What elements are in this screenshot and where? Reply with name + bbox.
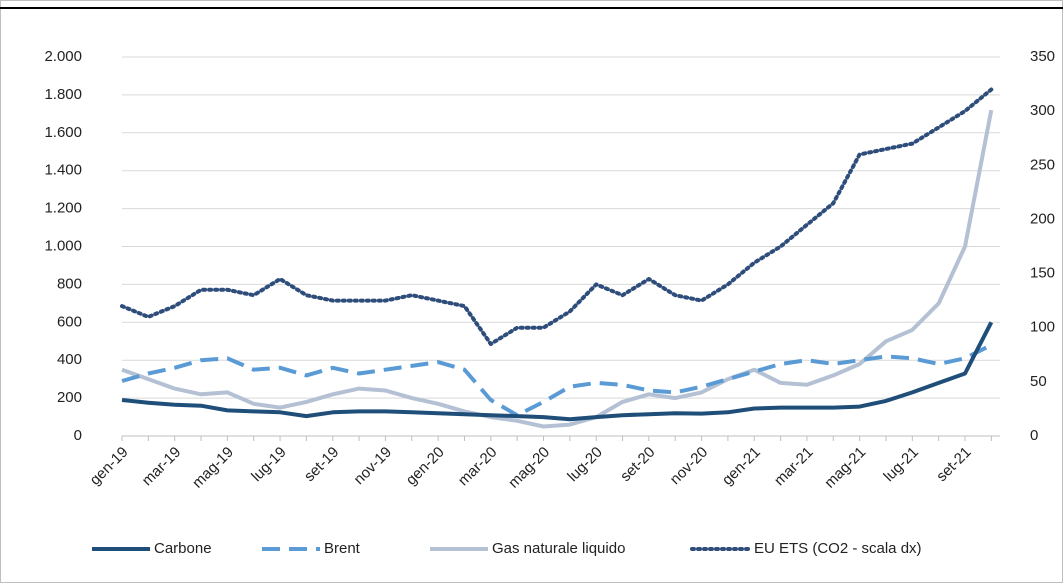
y2-tick-label: 100 — [1030, 319, 1055, 336]
legend-label: Carbone — [154, 540, 212, 557]
y2-tick-label: 350 — [1030, 48, 1055, 65]
y2-tick-label: 150 — [1030, 265, 1055, 282]
y2-tick-label: 50 — [1030, 373, 1047, 390]
series-line — [121, 343, 993, 418]
series-line — [120, 87, 994, 346]
y2-tick-label: 200 — [1030, 210, 1055, 227]
series-line — [121, 109, 994, 429]
y-tick-label: 1.600 — [44, 124, 82, 141]
y2-tick-label: 0 — [1030, 427, 1038, 444]
y2-tick-label: 250 — [1030, 156, 1055, 173]
y-tick-label: 0 — [74, 427, 82, 444]
y-tick-label: 800 — [57, 275, 82, 292]
legend-label: Brent — [324, 540, 361, 557]
series-line — [121, 321, 994, 422]
y-tick-label: 200 — [57, 389, 82, 406]
y-tick-label: 600 — [57, 313, 82, 330]
legend-label: Gas naturale liquido — [492, 540, 625, 557]
y-tick-label: 1.800 — [44, 86, 82, 103]
y-tick-label: 1.200 — [44, 200, 82, 217]
legend-label: EU ETS (CO2 - scala dx) — [754, 540, 922, 557]
y-tick-label: 2.000 — [44, 48, 82, 65]
y-tick-label: 400 — [57, 351, 82, 368]
y-tick-label: 1.000 — [44, 237, 82, 254]
y-tick-label: 1.400 — [44, 162, 82, 179]
y2-tick-label: 300 — [1030, 102, 1055, 119]
